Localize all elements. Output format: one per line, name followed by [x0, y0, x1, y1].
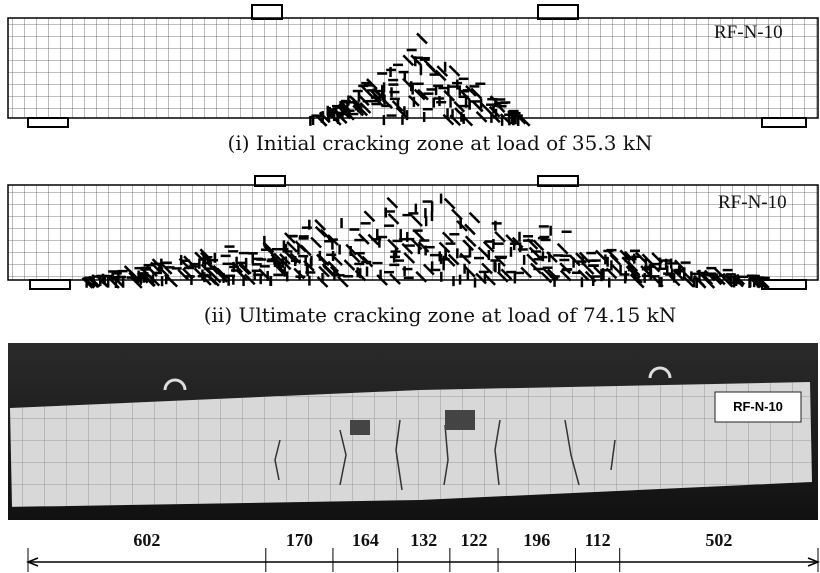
figure: RF-N-10 (i) Initial cracking zone at loa… [0, 0, 820, 573]
dimension-label: 196 [523, 530, 550, 550]
caption: (ii) Ultimate cracking zone at load of 7… [204, 303, 677, 327]
dimension-label: 502 [705, 530, 732, 550]
dimension-label: 112 [585, 530, 611, 550]
specimen-label: RF-N-10 [714, 22, 783, 43]
dimension-line: 602 170 164 132 122 196 112 502 [28, 530, 818, 572]
crack-diagram: RF-N-10 [8, 5, 818, 127]
photo: RF-N-10 [8, 343, 818, 520]
dimension-label: 132 [410, 530, 437, 550]
dimension-label: 170 [286, 530, 313, 550]
specimen-label: RF-N-10 [733, 399, 783, 414]
dimension-label: 164 [352, 530, 379, 550]
caption: (i) Initial cracking zone at load of 35.… [228, 131, 653, 155]
dimension-label: 122 [460, 530, 487, 550]
dimension-label: 602 [133, 530, 160, 550]
specimen-label: RF-N-10 [718, 192, 787, 213]
crack-diagram: RF-N-10 [8, 176, 818, 289]
